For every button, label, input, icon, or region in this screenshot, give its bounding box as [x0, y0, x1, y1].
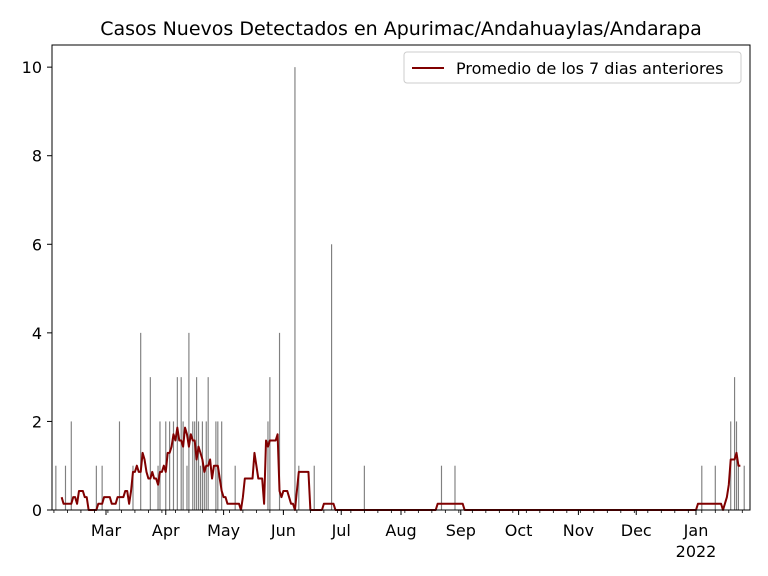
bar — [363, 465, 365, 510]
bar — [192, 421, 194, 510]
x-tick-label: Jul — [331, 521, 351, 540]
bar — [234, 465, 236, 510]
bar — [197, 421, 200, 510]
legend: Promedio de los 7 dias anteriores — [403, 51, 742, 84]
bar — [294, 67, 296, 511]
bar — [95, 465, 97, 510]
bar — [159, 421, 161, 510]
bar — [196, 377, 198, 510]
bar — [132, 465, 134, 510]
bar — [194, 421, 196, 510]
bar — [169, 421, 171, 510]
bar — [298, 465, 300, 510]
bar — [440, 465, 443, 510]
bar — [172, 421, 175, 510]
bar — [454, 465, 456, 510]
bar — [221, 421, 223, 510]
series-line — [60, 426, 741, 511]
bar — [182, 421, 184, 510]
bar — [207, 377, 209, 510]
bar — [186, 465, 188, 510]
bar — [199, 465, 202, 510]
bar — [149, 377, 151, 510]
bar — [140, 332, 142, 510]
bar — [735, 421, 738, 510]
y-tick-label: 2 — [32, 412, 42, 431]
x-tick-label: Jun — [270, 521, 296, 540]
x-tick-label: Dec — [621, 521, 652, 540]
line-series — [60, 426, 741, 511]
bar — [278, 332, 281, 510]
bar — [118, 421, 121, 510]
bar — [157, 465, 159, 510]
bar — [701, 465, 703, 510]
bar — [737, 465, 740, 510]
x-axis: Mar Apr May Jun Jul Aug Sep Oct Nov Dec Jan 2022 — [53, 510, 743, 561]
bar — [176, 377, 178, 510]
bar — [733, 377, 736, 510]
bar — [101, 465, 103, 510]
y-tick-label: 6 — [32, 235, 42, 254]
bar — [55, 465, 57, 510]
legend-label: Promedio de los 7 dias anteriores — [456, 59, 723, 78]
y-tick-label: 4 — [32, 324, 42, 343]
bar — [714, 465, 716, 510]
y-tick-label: 10 — [22, 58, 42, 77]
bar — [331, 244, 333, 511]
x-tick-label: Oct — [505, 521, 533, 540]
x-tick-label: Jan — [683, 521, 709, 540]
bar — [188, 332, 190, 510]
bar — [313, 465, 315, 510]
y-tick-label: 8 — [32, 147, 42, 166]
x-tick-label: Sep — [446, 521, 476, 540]
bar — [267, 421, 269, 510]
x-tick-label: May — [207, 521, 240, 540]
bar — [70, 421, 72, 510]
bar — [64, 465, 67, 510]
bar — [743, 465, 745, 510]
y-tick-label: 0 — [32, 501, 42, 520]
x-tick-label: Nov — [563, 521, 594, 540]
y-axis: 0 2 4 6 8 10 — [22, 58, 52, 520]
x-tick-label: Apr — [152, 521, 180, 540]
bar — [203, 465, 205, 510]
chart-title: Casos Nuevos Detectados en Apurimac/Anda… — [100, 18, 702, 40]
legend-box — [403, 51, 742, 84]
x-tick-label: Aug — [385, 521, 416, 540]
x-tick-sublabel: 2022 — [676, 542, 717, 561]
x-tick-label: Mar — [91, 521, 122, 540]
